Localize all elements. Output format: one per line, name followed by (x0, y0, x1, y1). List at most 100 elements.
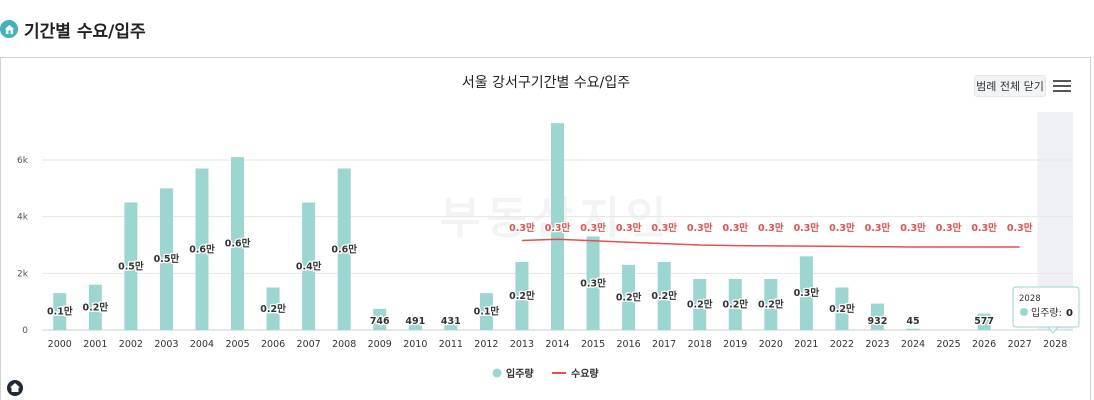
tooltip-marker (1020, 308, 1028, 316)
x-tick-label: 2014 (545, 339, 569, 350)
bar (728, 279, 742, 330)
x-tick-label: 2000 (48, 339, 72, 350)
x-tick-label: 2026 (972, 339, 996, 350)
bar-data-label: 0.2만 (722, 299, 748, 311)
x-tick-label: 2024 (901, 339, 925, 350)
legend-label: 수요량 (571, 368, 599, 380)
x-tick-label: 2018 (688, 339, 712, 350)
x-tick-label: 2013 (510, 339, 534, 350)
bar (159, 188, 173, 330)
x-tick-label: 2007 (297, 339, 321, 350)
bar (195, 168, 209, 330)
x-tick-label: 2003 (154, 339, 178, 350)
bar-data-label: 0.6만 (189, 243, 215, 255)
line-data-label: 0.3만 (936, 222, 962, 234)
bar-data-label: 0.2만 (758, 299, 784, 311)
bar (764, 279, 778, 330)
bar-data-label: 0.1만 (47, 306, 73, 318)
y-tick-label: 0 (22, 326, 28, 336)
bar (88, 284, 102, 330)
x-tick-label: 2020 (759, 339, 783, 350)
line-data-label: 0.3만 (616, 222, 642, 234)
bar (302, 202, 316, 330)
x-tick-label: 2012 (474, 339, 498, 350)
x-tick-label: 2021 (794, 339, 818, 350)
bar-data-label: 577 (974, 316, 994, 327)
bar (977, 313, 991, 330)
line-data-label: 0.3만 (651, 222, 677, 234)
tooltip-label: 입주량: (1031, 306, 1062, 319)
bar (799, 256, 813, 330)
x-tick-label: 2028 (1043, 339, 1067, 350)
section-header: 기간별 수요/입주 (0, 14, 146, 44)
y-tick-label: 4k (17, 213, 29, 223)
bar (231, 157, 245, 330)
x-tick-label: 2017 (652, 339, 676, 350)
bar (124, 202, 138, 330)
line-data-label: 0.3만 (794, 222, 820, 234)
bar (622, 264, 636, 330)
x-tick-label: 2011 (439, 339, 463, 350)
chart-title: 서울 강서구기간별 수요/입주 (462, 75, 630, 91)
bar-data-label: 0.6만 (225, 238, 251, 250)
bar-data-label: 746 (370, 316, 390, 327)
x-tick-label: 2006 (261, 339, 285, 350)
x-tick-label: 2015 (581, 339, 605, 350)
x-tick-label: 2005 (225, 339, 249, 350)
line-data-label: 0.3만 (900, 222, 926, 234)
bar (479, 293, 493, 330)
bar (337, 168, 351, 330)
x-tick-label: 2002 (119, 339, 143, 350)
bar-data-label: 0.2만 (616, 291, 642, 303)
bar (657, 262, 671, 330)
x-tick-label: 2001 (83, 339, 107, 350)
bar (408, 316, 422, 330)
line-data-label: 0.3만 (829, 222, 855, 234)
bar-data-label: 0.2만 (83, 301, 109, 313)
y-tick-label: 6k (17, 156, 29, 166)
bar (586, 236, 600, 330)
bar (515, 262, 529, 330)
bar-data-label: 0.2만 (651, 290, 677, 302)
bar-data-label: 0.3만 (580, 277, 606, 289)
line-data-label: 0.3만 (758, 222, 784, 234)
bar-data-label: 0.6만 (331, 243, 357, 255)
chart-container (0, 57, 1091, 400)
bar-data-label: 491 (405, 316, 425, 327)
x-tick-label: 2008 (332, 339, 356, 350)
line-data-label: 0.3만 (865, 222, 891, 234)
line-data-label: 0.3만 (509, 222, 535, 234)
site-logo-icon (7, 380, 23, 396)
bar (373, 308, 387, 330)
section-title: 기간별 수요/입주 (24, 21, 146, 42)
bar-data-label: 0.1만 (474, 306, 500, 318)
x-tick-label: 2019 (723, 339, 747, 350)
bar (266, 287, 280, 330)
bar-data-label: 431 (441, 316, 461, 327)
line-data-label: 0.3만 (545, 222, 571, 234)
x-tick-label: 2025 (936, 339, 960, 350)
hamburger-icon[interactable] (1051, 77, 1073, 95)
x-tick-label: 2023 (865, 339, 889, 350)
house-icon (0, 20, 18, 38)
x-tick-label: 2009 (368, 339, 392, 350)
bar-data-label: 0.2만 (687, 299, 713, 311)
bar-data-label: 0.2만 (509, 290, 535, 302)
line-data-label: 0.3만 (687, 222, 713, 234)
line-data-label: 0.3만 (580, 222, 606, 234)
bar (53, 293, 67, 330)
legend-toggle-button[interactable]: 범례 전체 닫기 (974, 75, 1046, 97)
bar-data-label: 0.5만 (154, 253, 180, 265)
legend-label: 입주량 (506, 367, 534, 380)
legend-marker-bar (492, 368, 502, 378)
line-data-label: 0.3만 (1007, 222, 1033, 234)
bar (693, 279, 707, 330)
tooltip-category: 2028 (1019, 294, 1041, 304)
x-tick-label: 2027 (1008, 339, 1032, 350)
tooltip-value: 0 (1066, 308, 1073, 319)
x-tick-label: 2010 (403, 339, 427, 350)
bar (551, 123, 564, 331)
bar (444, 317, 458, 330)
bar (870, 303, 884, 330)
